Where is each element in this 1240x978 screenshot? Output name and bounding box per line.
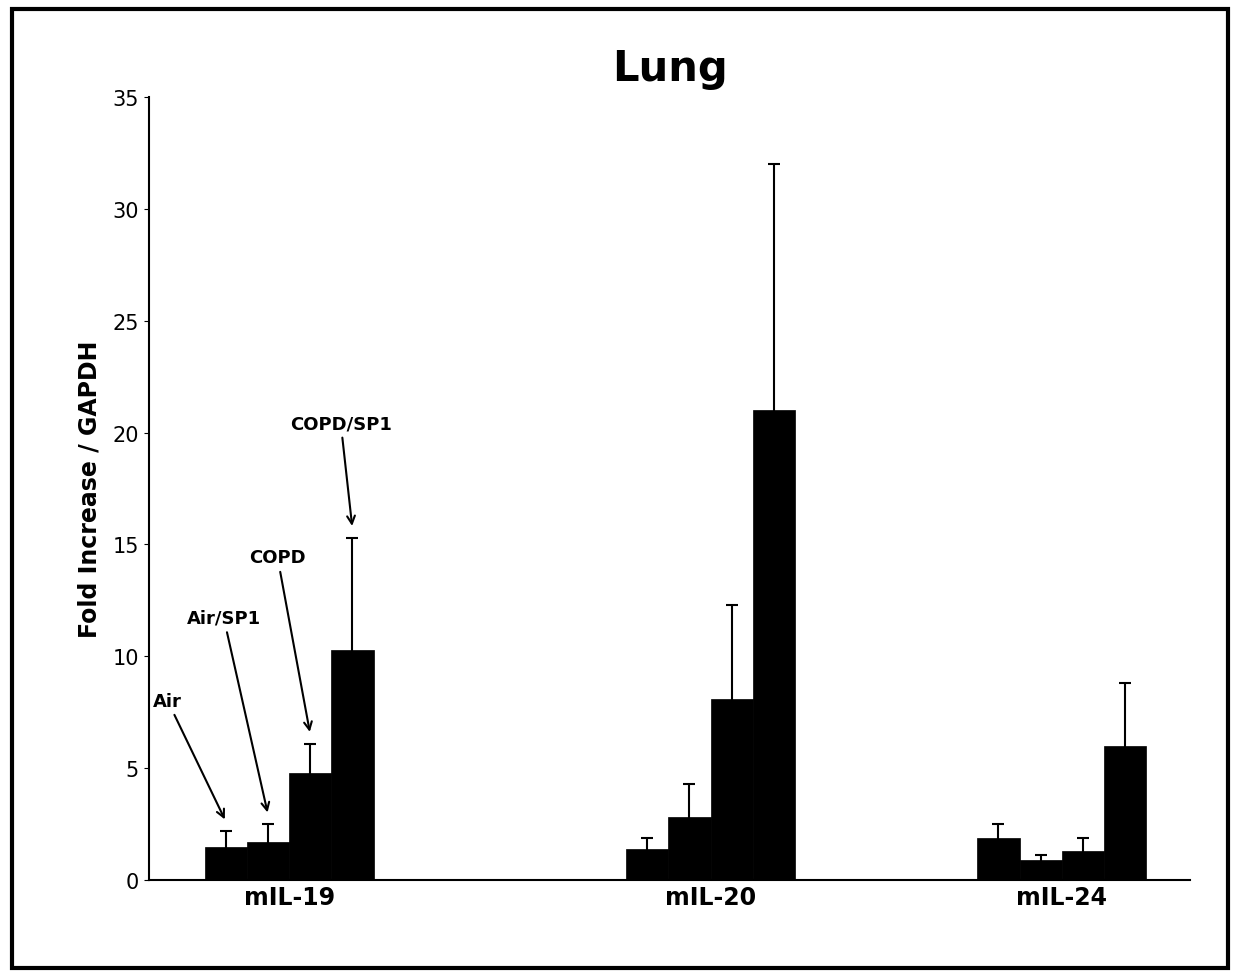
Bar — [331, 650, 373, 880]
Bar — [1019, 860, 1061, 880]
Bar — [753, 411, 795, 880]
Bar — [977, 838, 1019, 880]
Text: COPD: COPD — [249, 549, 311, 730]
Title: Lung: Lung — [611, 48, 728, 90]
Bar — [205, 847, 247, 880]
Bar — [1061, 851, 1104, 880]
Text: COPD/SP1: COPD/SP1 — [290, 415, 392, 524]
Y-axis label: Fold Increase / GAPDH: Fold Increase / GAPDH — [77, 340, 102, 638]
Bar — [289, 773, 331, 880]
Text: Air/SP1: Air/SP1 — [187, 609, 269, 811]
Text: Air: Air — [153, 691, 224, 818]
Bar — [668, 818, 711, 880]
Bar — [247, 842, 289, 880]
Bar — [711, 699, 753, 880]
Bar — [626, 849, 668, 880]
Bar — [1104, 746, 1146, 880]
